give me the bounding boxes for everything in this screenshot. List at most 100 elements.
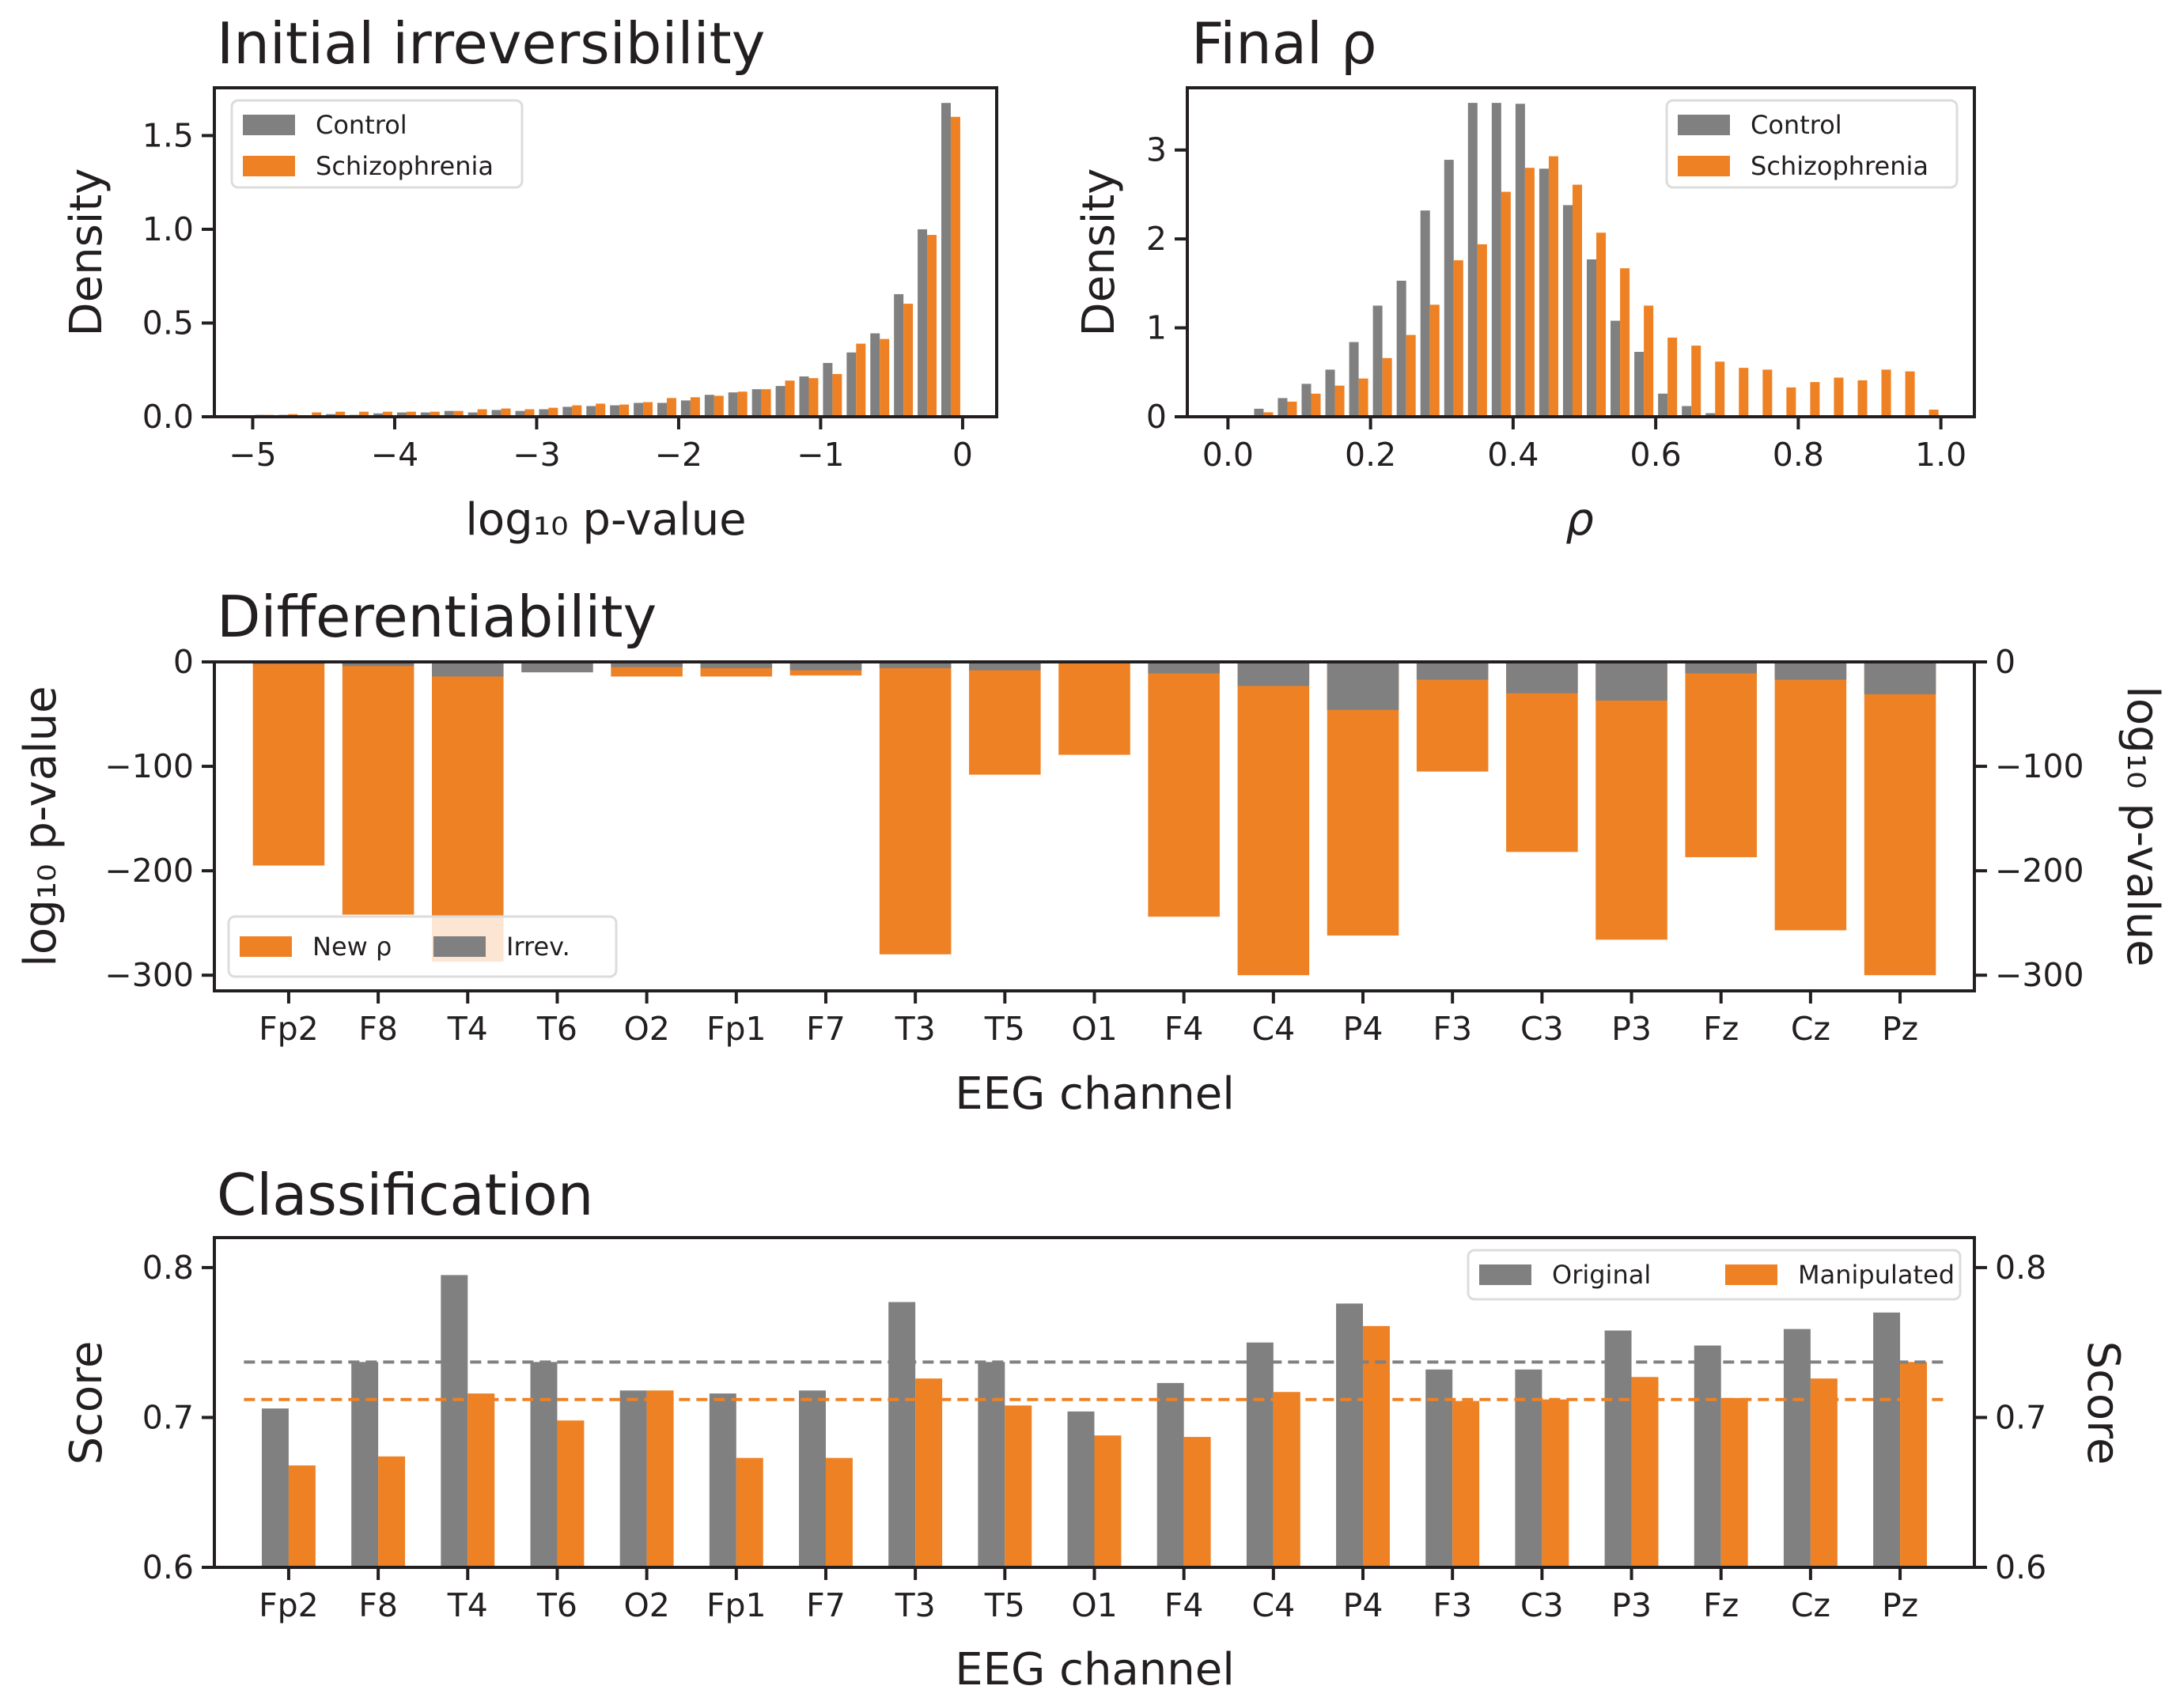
x-tick-label: 1.0 [1915,436,1966,474]
x-tick-label: Fz [1703,1586,1739,1624]
legend-label: New ρ [312,932,392,962]
y-tick-label: 3 [1146,131,1167,169]
bar-control [680,400,691,417]
bar-control [704,395,714,417]
bar-schizophrenia [1810,382,1820,417]
ylabel-diff-right: log₁₀ p-value [2117,686,2168,966]
plots: −5 −4 −3 −2 −1 0 0.0 0.5 1.0 1.5 Control Schizophre… [104,86,2084,1624]
legend-swatch [1678,115,1730,135]
bar-new [342,662,414,915]
y-tick-label-right: 0.7 [1995,1398,2046,1436]
legend: Original Manipulated [1467,1249,1962,1301]
x-tick-label: −1 [797,436,844,474]
bar-schizophrenia [619,404,630,417]
legend-frame [227,915,618,978]
bar-manipulated [1183,1437,1211,1567]
bar-schizophrenia [666,398,676,417]
x-tick-label: Fp1 [706,1010,766,1048]
bar-irrev [1595,662,1667,701]
bar-irrev [1774,662,1847,680]
bar-manipulated [557,1420,585,1567]
bar-irrev [879,662,952,668]
legend-label: Control [1751,110,1842,140]
y-tick-label: 2 [1146,220,1167,258]
bar-control [467,412,478,417]
chart-final-rho: 0.0 0.2 0.4 0.6 0.8 1.0 0 1 2 3 Control Schizophren… [1146,86,1976,474]
bar-original [1873,1312,1901,1567]
legend-frame [1467,1249,1962,1301]
bar-schizophrenia [856,343,866,417]
bar-control [1515,104,1525,417]
x-tick-label: Fz [1703,1010,1739,1048]
ylabel-diff-left: log₁₀ p-value [15,686,66,966]
bar-irrev [611,662,683,667]
bar-schizophrenia [1287,401,1297,417]
title-differentiability: Differentiability [217,584,657,650]
bar-schizophrenia [1358,378,1368,417]
bar-control [1301,384,1312,417]
bar-schizophrenia [1929,410,1939,417]
bar-irrev [521,662,593,673]
bar-control [1396,280,1406,417]
bar-schizophrenia [312,412,322,417]
x-tick-label: F4 [1164,1010,1204,1048]
bar-manipulated [915,1378,943,1567]
axes-frame [1186,86,1976,418]
legend-swatch [243,115,295,135]
bar-control [634,403,644,417]
bar-control [1587,259,1597,417]
bar-new [1595,662,1667,940]
bar-schizophrenia [643,402,653,417]
legend: Control Schizophrenia [230,99,524,189]
bar-manipulated [646,1390,674,1567]
bar-schizophrenia [1715,361,1725,417]
legend-label: Control [316,110,407,140]
x-tick-label: P3 [1611,1586,1652,1624]
bar-manipulated [378,1456,406,1567]
y-tick-label-right: 0.8 [1995,1249,2046,1287]
bar-original [1694,1345,1721,1567]
ylabel-density-left: Density [61,168,112,337]
x-tick-label: C3 [1520,1586,1564,1624]
bar-schizophrenia [927,235,937,417]
x-tick-label: 0.8 [1773,436,1824,474]
bar-original [1246,1342,1274,1567]
bar-original [1067,1411,1095,1567]
bar-schizophrenia [1857,380,1868,417]
y-tick-label-right: 0 [1995,643,2016,681]
x-tick-label: T4 [447,1586,488,1624]
bar-irrev [1327,662,1399,710]
chart-initial-irreversibility: −5 −4 −3 −2 −1 0 0.0 0.5 1.0 1.5 Control Schizophre… [142,86,998,474]
xlabel-eeg-class: EEG channel [955,1644,1235,1695]
bar-schizophrenia [1834,377,1844,417]
title-classification: Classification [217,1162,593,1228]
bar-control [420,412,430,417]
legend-swatch [433,936,486,957]
bar-irrev [789,662,862,671]
legend-swatch [240,936,292,957]
chart-differentiability: Fp2 F8 T4 T6 O2 Fp1 F7 T3 T5 O1 F4 C4 P4 F3 C3 P3 Fz Cz Pz… [104,643,2084,1048]
bar-irrev [1237,662,1310,686]
bar-control [586,406,596,417]
bar-original [1336,1303,1364,1567]
bar-manipulated [736,1457,763,1567]
bar-manipulated [1273,1392,1300,1567]
bar-original [441,1275,468,1567]
bar-new [432,662,504,962]
bar-schizophrenia [1311,393,1321,417]
bar-schizophrenia [903,304,914,417]
y-tick-label: 0.8 [142,1249,194,1287]
bar-schizophrenia [430,411,440,417]
bar-schizophrenia [1429,304,1440,417]
bar-original [888,1302,916,1567]
bar-schizophrenia [1691,346,1701,417]
bar-control [1254,408,1264,417]
bar-control [823,362,833,417]
bar-schizophrenia [453,410,464,417]
bar-original [978,1362,1005,1567]
legend-frame [230,99,524,189]
bar-irrev [342,662,414,667]
bar-control [657,403,667,417]
bar-control [1467,103,1478,417]
x-tick-label: F7 [806,1586,846,1624]
